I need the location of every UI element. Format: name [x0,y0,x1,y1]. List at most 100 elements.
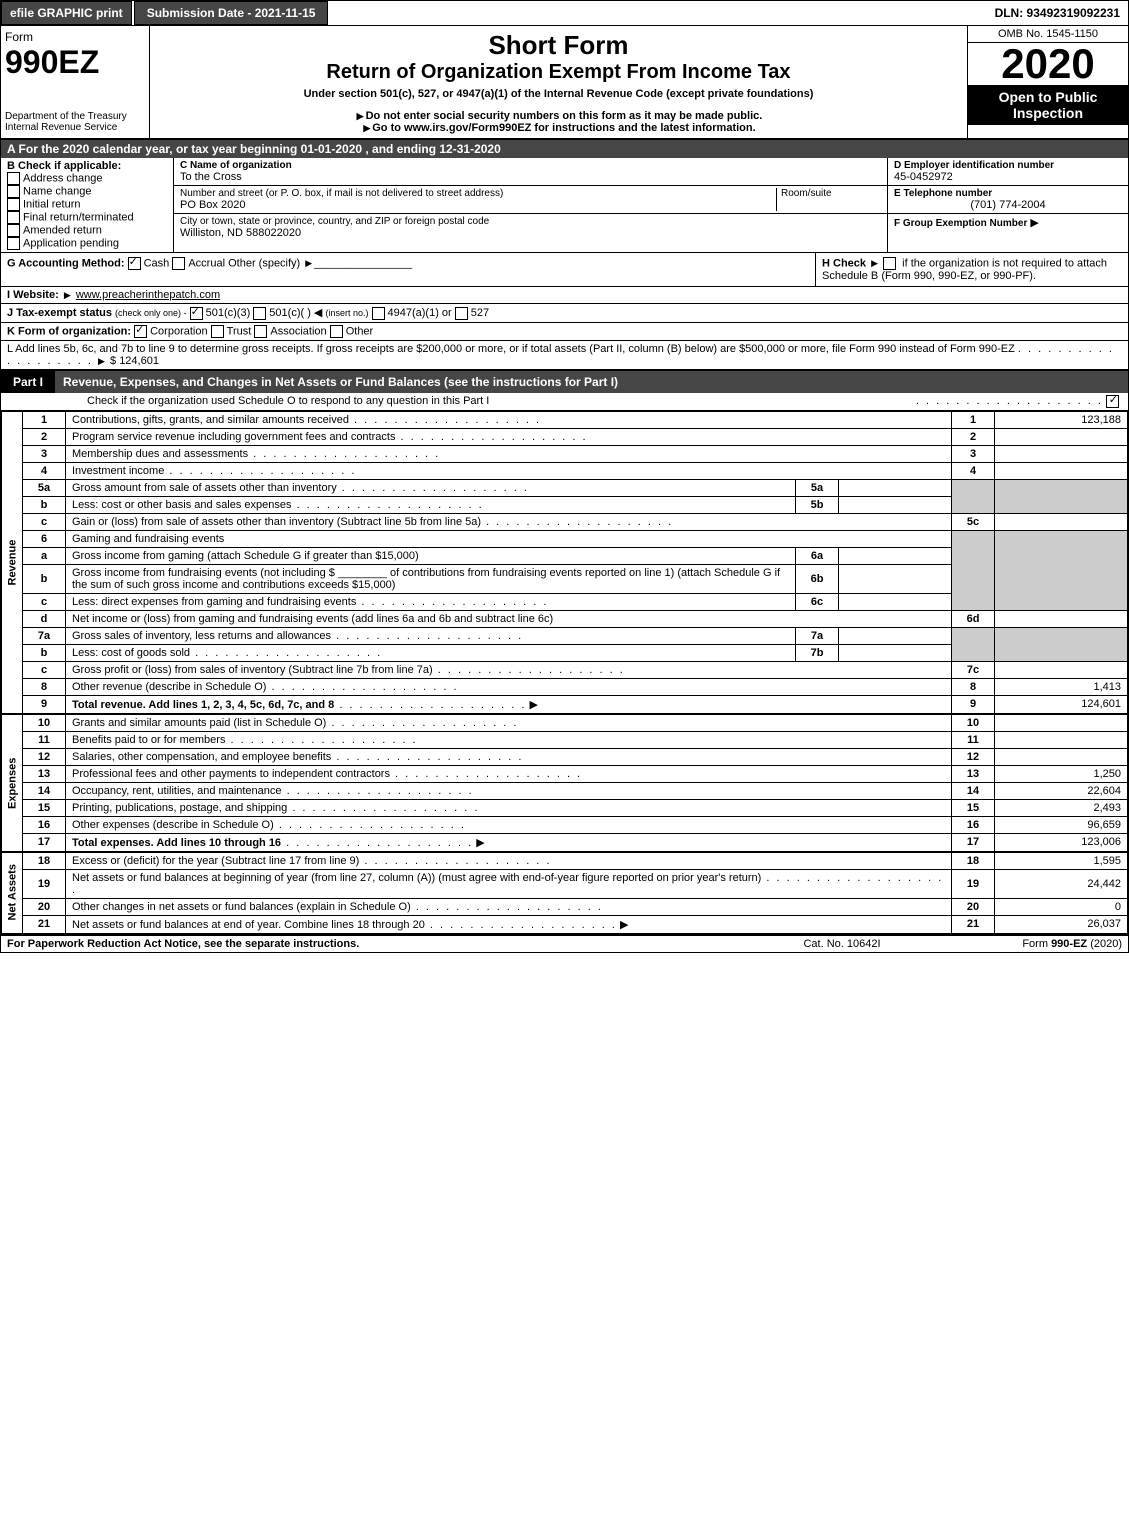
line-1-rnum: 1 [952,411,995,428]
line-6b-sval [839,564,952,593]
group-exemption-label: F Group Exemption Number [894,218,1027,229]
website-link[interactable]: www.preacherinthepatch.com [76,289,220,301]
line-19-desc: Net assets or fund balances at beginning… [66,869,952,898]
checkbox-501c[interactable] [253,307,266,320]
checkbox-final-return[interactable]: Final return/terminated [7,211,167,224]
checkbox-trust[interactable] [211,325,224,338]
dln-label: DLN: 93492319092231 [987,2,1128,24]
instructions-note: Go to www.irs.gov/Form990EZ for instruct… [154,122,963,134]
line-9-desc: Total revenue. Add lines 1, 2, 3, 4, 5c,… [66,695,952,714]
form-org-label: K Form of organization: [7,325,131,337]
line-2-value [995,428,1128,445]
line-6d-rnum: 6d [952,610,995,627]
line-6b-snum: 6b [796,564,839,593]
section-j: J Tax-exempt status (check only one) - 5… [1,304,1128,323]
line-15-value: 2,493 [995,799,1128,816]
line-6-desc: Gaming and fundraising events [66,530,952,547]
line-8-value: 1,413 [995,678,1128,695]
header-right: OMB No. 1545-1150 2020 Open to Public In… [968,26,1128,138]
line-15-num: 15 [23,799,66,816]
line-9-value: 124,601 [995,695,1128,714]
checkbox-corporation[interactable] [134,325,147,338]
line-20-num: 20 [23,898,66,915]
checkbox-address-change[interactable]: Address change [7,172,167,185]
line-4-num: 4 [23,462,66,479]
line-7b-desc: Less: cost of goods sold [66,644,796,661]
line-16-num: 16 [23,816,66,833]
shaded-cell [952,627,995,661]
line-12-desc: Salaries, other compensation, and employ… [66,748,952,765]
section-g: G Accounting Method: Cash Accrual Other … [1,253,815,286]
line-11-num: 11 [23,731,66,748]
line-14-rnum: 14 [952,782,995,799]
shaded-cell [995,627,1128,661]
website-label: I Website: [7,289,59,301]
line-5b-desc: Less: cost or other basis and sales expe… [66,496,796,513]
checkbox-527[interactable] [455,307,468,320]
line-6c-num: c [23,593,66,610]
line-2-desc: Program service revenue including govern… [66,428,952,445]
shaded-cell [995,530,1128,610]
org-info-section: B Check if applicable: Address change Na… [1,158,1128,253]
line-10-value [995,714,1128,732]
shaded-cell [952,530,995,610]
line-16-value: 96,659 [995,816,1128,833]
line-7b-num: b [23,644,66,661]
line-7c-desc: Gross profit or (loss) from sales of inv… [66,661,952,678]
shaded-cell [952,479,995,513]
line-5a-desc: Gross amount from sale of assets other t… [66,479,796,496]
line-4-value [995,462,1128,479]
line-17-value: 123,006 [995,833,1128,852]
tax-exempt-label: J Tax-exempt status [7,307,112,319]
checkbox-schedule-o[interactable] [1106,395,1119,408]
checkbox-name-change[interactable]: Name change [7,185,167,198]
section-l-text: L Add lines 5b, 6c, and 7b to line 9 to … [7,343,1015,355]
line-7b-sval [839,644,952,661]
line-7a-snum: 7a [796,627,839,644]
line-5a-sval [839,479,952,496]
ein-value: 45-0452972 [894,171,1122,183]
checkbox-amended-return[interactable]: Amended return [7,224,167,237]
footer-center: Cat. No. 10642I [742,938,942,950]
part1-header: Part I Revenue, Expenses, and Changes in… [1,371,1128,393]
line-6a-num: a [23,547,66,564]
checkbox-other-org[interactable] [330,325,343,338]
checkbox-association[interactable] [254,325,267,338]
line-12-num: 12 [23,748,66,765]
line-7a-num: 7a [23,627,66,644]
line-11-desc: Benefits paid to or for members [66,731,952,748]
top-bar: efile GRAPHIC print Submission Date - 20… [1,1,1128,26]
line-7a-desc: Gross sales of inventory, less returns a… [66,627,796,644]
checkbox-501c3[interactable] [190,307,203,320]
checkbox-cash[interactable] [128,257,141,270]
line-9-rnum: 9 [952,695,995,714]
arrow-icon: ▶ [1030,217,1038,229]
form-footer: For Paperwork Reduction Act Notice, see … [1,934,1128,952]
submission-date-label: Submission Date - 2021-11-15 [134,1,329,25]
address-value: PO Box 2020 [180,199,776,211]
line-17-num: 17 [23,833,66,852]
line-11-rnum: 11 [952,731,995,748]
line-10-num: 10 [23,714,66,732]
checkbox-initial-return[interactable]: Initial return [7,198,167,211]
efile-print-button[interactable]: efile GRAPHIC print [1,1,132,25]
line-18-value: 1,595 [995,852,1128,870]
section-h-label: H Check [822,257,866,269]
checkbox-accrual[interactable] [172,257,185,270]
checkbox-schedule-b[interactable] [883,257,896,270]
address-label: Number and street (or P. O. box, if mail… [180,188,776,199]
line-15-rnum: 15 [952,799,995,816]
line-3-value [995,445,1128,462]
line-21-value: 26,037 [995,915,1128,933]
line-6d-value [995,610,1128,627]
footer-right: Form 990-EZ (2020) [942,938,1122,950]
line-16-desc: Other expenses (describe in Schedule O) [66,816,952,833]
section-l: L Add lines 5b, 6c, and 7b to line 9 to … [1,341,1128,371]
line-5b-num: b [23,496,66,513]
line-1-num: 1 [23,411,66,428]
line-20-rnum: 20 [952,898,995,915]
department-label: Department of the Treasury [5,111,145,122]
checkbox-application-pending[interactable]: Application pending [7,237,167,250]
checkbox-4947[interactable] [372,307,385,320]
line-6a-desc: Gross income from gaming (attach Schedul… [66,547,796,564]
